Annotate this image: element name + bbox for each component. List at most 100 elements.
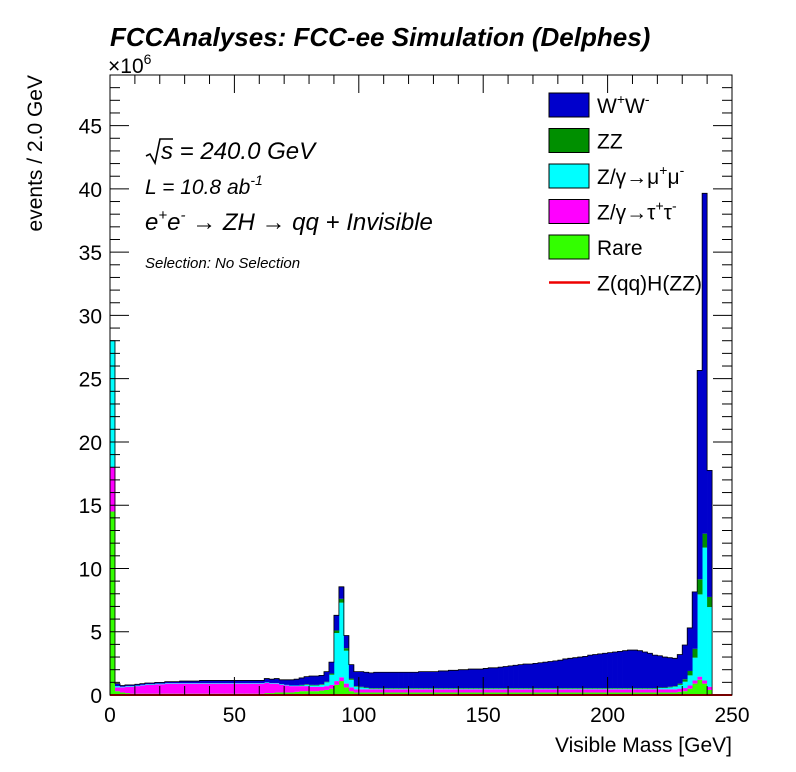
bar-zmumu <box>542 688 549 690</box>
bar-zmumu <box>602 688 608 690</box>
y-tick-label: 40 <box>79 179 102 202</box>
bar-zmumu <box>323 682 330 687</box>
bar-ww <box>388 672 394 689</box>
bar-ztautau <box>622 689 628 693</box>
bar-ztautau <box>373 689 380 693</box>
legend-item-zz: ZZ <box>548 128 623 154</box>
bar-ww <box>557 660 564 689</box>
bar-zmumu <box>433 688 439 690</box>
bar-ww <box>309 676 315 685</box>
bar-ww <box>254 680 260 683</box>
bar-zz <box>493 688 499 689</box>
bar-ztautau <box>587 689 594 693</box>
bar-zmumu <box>179 682 185 684</box>
bar-ww <box>264 678 270 683</box>
bar-zz <box>557 688 564 689</box>
bar-ztautau <box>323 686 330 690</box>
bar-ztautau <box>503 689 509 693</box>
bar-ztautau <box>353 689 360 693</box>
bar-ww <box>244 680 250 683</box>
bar-zmumu <box>557 688 564 690</box>
legend-item-rare: Rare <box>548 234 643 260</box>
bar-ww <box>194 681 200 683</box>
bar-ztautau <box>582 689 589 693</box>
bar-ww <box>119 685 126 687</box>
bar-ztautau <box>129 686 136 694</box>
bar-zmumu <box>388 688 394 690</box>
y-tick-label: 0 <box>90 685 102 708</box>
plot-frame <box>109 74 733 696</box>
bar-ww <box>612 651 618 689</box>
annotation-selection: Selection: No Selection <box>145 255 300 272</box>
legend-label: ZZ <box>597 131 623 154</box>
bar-zmumu <box>443 688 449 690</box>
bar-rare <box>373 692 380 695</box>
bar-zz <box>677 683 683 685</box>
bar-ztautau <box>508 689 514 693</box>
bar-ww <box>552 660 559 689</box>
y-axis-title: events / 2.0 GeV <box>24 75 47 231</box>
bar-ztautau <box>110 467 116 512</box>
bar-zz <box>398 688 404 689</box>
bar-ww <box>463 669 469 689</box>
bar-ww <box>403 672 409 689</box>
bar-ztautau <box>259 683 265 694</box>
bar-zz <box>423 688 429 689</box>
bar-rare <box>383 692 390 695</box>
bar-ztautau <box>234 683 240 694</box>
bar-rare <box>428 692 434 695</box>
bar-ww <box>383 672 390 689</box>
bar-zmumu <box>328 674 335 685</box>
bar-ztautau <box>179 683 185 694</box>
bar-zmumu <box>244 682 250 684</box>
bar-ww <box>433 671 439 689</box>
bar-ww <box>129 684 136 687</box>
bar-zmumu <box>249 682 255 684</box>
bar-ztautau <box>134 686 141 694</box>
bar-ztautau <box>413 689 419 693</box>
bar-ztautau <box>289 686 295 693</box>
bar-ztautau <box>537 689 544 693</box>
bar-rare <box>294 691 300 695</box>
bar-ww <box>393 672 399 689</box>
bar-rare <box>508 692 514 695</box>
bar-ww <box>199 680 205 683</box>
bar-zmumu <box>488 688 494 690</box>
bar-ztautau <box>229 683 235 694</box>
annotation-luminosity: L = 10.8 ab-1 <box>145 172 263 199</box>
bar-ztautau <box>204 683 210 694</box>
bar-zz <box>642 688 648 689</box>
bar-ztautau <box>333 681 340 685</box>
bar-ztautau <box>552 689 559 693</box>
bar-zmumu <box>697 594 703 677</box>
bar-zz <box>667 686 673 688</box>
bar-rare <box>637 692 643 695</box>
bar-rare <box>388 692 394 695</box>
bar-ww <box>423 671 429 689</box>
bar-rare <box>677 691 683 695</box>
bar-zmumu <box>264 682 270 683</box>
bar-zz <box>483 688 489 689</box>
bar-ww <box>622 650 628 689</box>
bar-ztautau <box>174 683 181 694</box>
bar-zz <box>418 688 424 689</box>
bar-zmumu <box>139 684 146 686</box>
bar-rare <box>463 692 469 695</box>
annotations: s = 240.0 GeV L = 10.8 ab-1 e+e- → ZH → … <box>145 138 433 272</box>
bar-zz <box>353 686 360 687</box>
bar-ww <box>642 651 648 689</box>
bar-zmumu <box>423 688 429 690</box>
bar-ztautau <box>139 685 146 694</box>
bar-zz <box>652 688 658 689</box>
bar-zmumu <box>473 688 479 690</box>
bar-rare <box>438 692 444 695</box>
bar-ztautau <box>542 689 549 693</box>
bar-zz <box>498 688 504 689</box>
bar-ww <box>667 657 673 687</box>
bar-rare <box>602 692 608 695</box>
bar-zz <box>378 688 385 689</box>
bar-ztautau <box>403 689 409 693</box>
bar-rare <box>403 692 409 695</box>
bar-ztautau <box>164 683 171 694</box>
